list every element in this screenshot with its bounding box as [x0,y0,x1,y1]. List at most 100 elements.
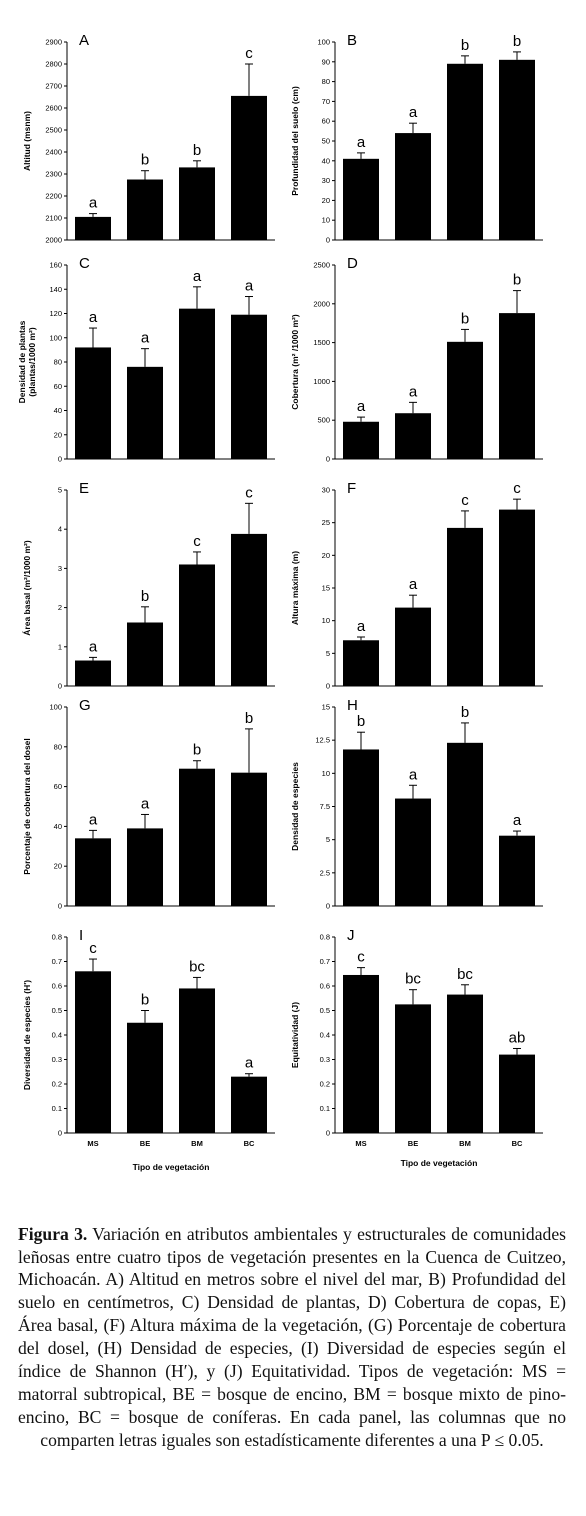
y-tick-label: 2300 [45,170,62,179]
significance-letter: a [193,268,202,285]
y-tick-label: 3 [58,564,62,573]
significance-letter: c [89,940,97,957]
significance-letter: c [357,949,365,966]
bar-ms [75,838,111,906]
bar-bm [447,994,483,1133]
y-tick-label: 0 [326,236,330,245]
y-axis-label: Diversidad de especies (H') [22,980,32,1090]
y-tick-label: 100 [49,333,62,342]
y-tick-label: 0.6 [52,982,62,991]
y-tick-label: 80 [54,742,62,751]
y-tick-label: 0 [58,902,62,911]
bar-bm [179,768,215,906]
bar-bc [499,835,535,906]
y-axis-label: Cobertura (m² /1000 m²) [290,314,300,410]
bar-bm [179,308,215,459]
significance-letter: b [461,37,469,54]
y-axis-label: (plantas/1000 m²) [27,327,37,397]
significance-letter: a [245,278,254,295]
significance-letter: a [357,398,366,415]
bar-be [127,366,163,459]
y-tick-label: 2 [58,603,62,612]
y-tick-label: 0 [58,455,62,464]
y-tick-label: 0 [326,682,330,691]
significance-letter: bc [189,958,205,975]
significance-letter: b [461,310,469,327]
y-axis-label: Área basal (m²/1000 m²) [22,540,32,636]
category-label: MS [355,1139,366,1148]
bar-be [395,607,431,686]
bar-ms [75,216,111,240]
bar-bm [447,341,483,459]
bar-be [127,622,163,686]
y-tick-label: 2000 [45,236,62,245]
y-tick-label: 0.4 [320,1031,330,1040]
bar-be [395,1004,431,1133]
panel-letter: A [79,32,89,49]
significance-letter: ab [509,1029,526,1046]
y-tick-label: 0.6 [320,982,330,991]
y-tick-label: 40 [322,156,330,165]
bar-ms [75,660,111,686]
y-axis-label: Densidad de plantas [17,320,27,403]
chart-panel-h: 0 2.5 5 7.5 10 12.5 15 H Densidad de especies b a b… [290,697,543,911]
y-tick-label: 10 [322,216,330,225]
bar-bc [231,533,267,686]
panel-letter: J [347,927,355,944]
y-tick-label: 60 [54,782,62,791]
y-tick-label: 10 [322,769,330,778]
y-tick-label: 7.5 [320,802,330,811]
y-axis-label: Altitud (msnm) [22,111,32,171]
y-tick-label: 2200 [45,192,62,201]
bar-bm [447,742,483,906]
bar-bm [447,527,483,686]
y-tick-label: 2100 [45,214,62,223]
bar-ms [343,640,379,686]
category-label: BC [244,1139,255,1148]
significance-letter: a [89,638,98,655]
y-tick-label: 0 [58,1129,62,1138]
y-tick-label: 80 [54,358,62,367]
y-tick-label: 0 [326,902,330,911]
y-tick-label: 20 [322,551,330,560]
bar-bm [447,63,483,240]
y-tick-label: 0.3 [320,1055,330,1064]
y-tick-label: 50 [322,137,330,146]
y-tick-label: 2500 [45,126,62,135]
significance-letter: bc [457,966,473,983]
category-label: BC [512,1139,523,1148]
significance-letter: a [245,1055,254,1072]
y-tick-label: 0.7 [320,957,330,966]
y-tick-label: 20 [54,862,62,871]
significance-letter: b [141,992,149,1009]
y-tick-label: 70 [322,97,330,106]
y-axis-label: Altura máxima (m) [290,551,300,625]
y-tick-label: 2500 [313,261,330,270]
panel-letter: B [347,32,357,49]
bar-bc [499,1054,535,1133]
significance-letter: b [193,142,201,159]
y-axis-label: Densidad de especies [290,762,300,851]
y-tick-label: 0.8 [320,933,330,942]
significance-letter: c [245,45,253,62]
y-axis-label: Profundidad del suelo (cm) [290,86,300,196]
y-tick-label: 20 [322,196,330,205]
y-tick-label: 25 [322,518,330,527]
y-tick-label: 80 [322,77,330,86]
bar-bc [231,95,267,241]
bar-ms [75,347,111,459]
y-tick-label: 120 [49,309,62,318]
category-label: BM [459,1139,471,1148]
y-tick-label: 60 [54,382,62,391]
bar-bc [231,772,267,906]
significance-letter: a [89,195,98,212]
y-tick-label: 140 [49,285,62,294]
bar-bm [179,988,215,1133]
significance-letter: a [409,576,418,593]
significance-letter: c [245,484,253,501]
y-tick-label: 0.5 [52,1006,62,1015]
bar-be [127,828,163,906]
y-tick-label: 2900 [45,38,62,47]
chart-panel-j: 0 0.1 0.2 0.3 0.4 0.5 0.6 0.7 0.8 J Equitatividad … [290,927,543,1148]
category-label: BM [191,1139,203,1148]
